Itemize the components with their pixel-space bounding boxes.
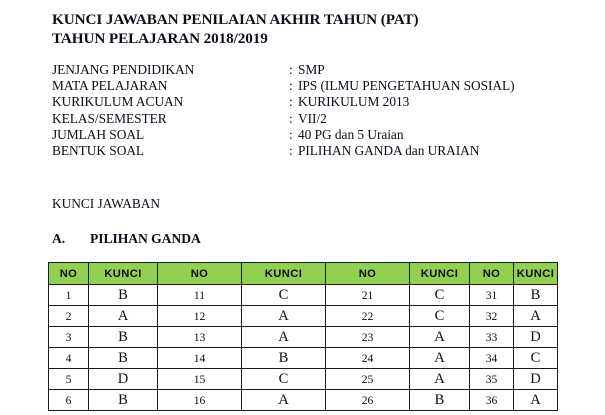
cell-answer-key: A (513, 389, 558, 411)
metadata-row: KURIKULUM ACUAN : KURIKULUM 2013 (52, 94, 582, 110)
cell-question-number: 33 (469, 326, 514, 348)
cell-question-number: 4 (48, 347, 89, 369)
metadata-colon: : (289, 126, 293, 142)
cell-answer-key: B (88, 347, 158, 369)
table-row: 2 A 12 A 22 C 32 A (48, 305, 558, 327)
column-header-no-1: NO (48, 262, 89, 285)
cell-question-number: 32 (469, 305, 514, 327)
metadata-row: BENTUK SOAL : PILIHAN GANDA dan URAIAN (52, 143, 582, 159)
cell-question-number: 12 (157, 305, 242, 327)
table-row: 6 B 16 A 26 B 36 A (48, 389, 558, 411)
column-header-no-4: NO (469, 262, 514, 285)
metadata-value: VII/2 (298, 110, 327, 126)
section-title: PILIHAN GANDA (90, 231, 201, 246)
cell-question-number: 15 (157, 368, 242, 390)
cell-question-number: 31 (469, 284, 514, 306)
section-letter: A. (52, 231, 66, 246)
table-header-row: NO KUNCI NO KUNCI NO KUNCI NO KUNCI (48, 262, 558, 285)
metadata-colon: : (289, 94, 293, 110)
cell-answer-key: D (513, 368, 558, 390)
cell-answer-key: A (513, 305, 558, 327)
cell-question-number: 23 (325, 326, 410, 348)
cell-answer-key: A (409, 368, 470, 390)
cell-answer-key: A (88, 305, 158, 327)
metadata-label: KURIKULUM ACUAN (52, 94, 184, 110)
metadata-value: 40 PG dan 5 Uraian (298, 126, 404, 142)
cell-question-number: 24 (325, 347, 410, 369)
metadata-label: JENJANG PENDIDIKAN (52, 62, 195, 77)
cell-question-number: 16 (157, 389, 242, 411)
cell-question-number: 13 (157, 326, 242, 348)
cell-answer-key: D (513, 326, 558, 348)
cell-answer-key: A (241, 326, 326, 348)
cell-answer-key: C (513, 347, 558, 369)
metadata-colon: : (289, 110, 293, 126)
cell-question-number: 3 (48, 326, 89, 348)
cell-question-number: 26 (325, 389, 410, 411)
table-row: 4 B 14 B 24 A 34 C (48, 347, 558, 369)
column-header-no-3: NO (325, 262, 410, 285)
cell-answer-key: B (409, 389, 470, 411)
section-heading: A. PILIHAN GANDA (52, 231, 201, 247)
answer-key-table: NO KUNCI NO KUNCI NO KUNCI NO KUNCI 1 B … (48, 262, 558, 411)
cell-answer-key: C (409, 305, 470, 327)
metadata-label: MATA PELAJARAN (52, 78, 168, 94)
cell-question-number: 21 (325, 284, 410, 306)
metadata-colon: : (289, 62, 293, 77)
cell-answer-key: D (88, 368, 158, 390)
cell-answer-key: B (513, 284, 558, 306)
cell-answer-key: A (241, 389, 326, 411)
cell-answer-key: B (88, 389, 158, 411)
cell-answer-key: C (409, 284, 470, 306)
column-header-no-2: NO (157, 262, 242, 285)
metadata-row: JUMLAH SOAL : 40 PG dan 5 Uraian (52, 127, 582, 143)
cell-question-number: 11 (157, 284, 242, 306)
cell-question-number: 34 (469, 347, 514, 369)
document-title: KUNCI JAWABAN PENILAIAN AKHIR TAHUN (PAT… (52, 10, 572, 48)
cell-question-number: 36 (469, 389, 514, 411)
answer-table-container: NO KUNCI NO KUNCI NO KUNCI NO KUNCI 1 B … (48, 262, 558, 411)
cell-answer-key: A (409, 326, 470, 348)
exam-metadata: JENJANG PENDIDIKAN : SMP MATA PELAJARAN … (52, 62, 582, 159)
answer-key-heading: KUNCI JAWABAN (52, 196, 161, 211)
metadata-row: JENJANG PENDIDIKAN : SMP (52, 62, 582, 78)
metadata-label: BENTUK SOAL (52, 142, 145, 158)
title-line-2: TAHUN PELAJARAN 2018/2019 (52, 30, 268, 47)
metadata-value: PILIHAN GANDA dan URAIAN (298, 142, 480, 158)
cell-question-number: 1 (48, 284, 89, 306)
table-row: 3 B 13 A 23 A 33 D (48, 326, 558, 348)
cell-question-number: 5 (48, 368, 89, 390)
metadata-row: KELAS/SEMESTER : VII/2 (52, 111, 582, 127)
cell-question-number: 35 (469, 368, 514, 390)
cell-answer-key: B (88, 326, 158, 348)
cell-question-number: 14 (157, 347, 242, 369)
cell-answer-key: B (88, 284, 158, 306)
column-header-kunci-3: KUNCI (409, 262, 470, 285)
cell-question-number: 25 (325, 368, 410, 390)
cell-answer-key: A (409, 347, 470, 369)
metadata-colon: : (289, 142, 293, 158)
cell-question-number: 6 (48, 389, 89, 411)
table-row: 1 B 11 C 21 C 31 B (48, 284, 558, 306)
metadata-value: SMP (298, 62, 325, 77)
metadata-value: IPS (ILMU PENGETAHUAN SOSIAL) (298, 78, 515, 94)
cell-answer-key: A (241, 305, 326, 327)
metadata-label: KELAS/SEMESTER (52, 110, 167, 126)
metadata-colon: : (289, 78, 293, 94)
metadata-row: MATA PELAJARAN : IPS (ILMU PENGETAHUAN S… (52, 78, 582, 94)
table-row: 5 D 15 C 25 A 35 D (48, 368, 558, 390)
cell-question-number: 22 (325, 305, 410, 327)
cell-answer-key: C (241, 368, 326, 390)
column-header-kunci-4: KUNCI (513, 262, 558, 285)
column-header-kunci-2: KUNCI (241, 262, 326, 285)
column-header-kunci-1: KUNCI (88, 262, 158, 285)
cell-answer-key: C (241, 284, 326, 306)
metadata-value: KURIKULUM 2013 (298, 94, 410, 110)
cell-answer-key: B (241, 347, 326, 369)
metadata-label: JUMLAH SOAL (52, 126, 145, 142)
cell-question-number: 2 (48, 305, 89, 327)
title-line-1: KUNCI JAWABAN PENILAIAN AKHIR TAHUN (PAT… (52, 11, 419, 28)
